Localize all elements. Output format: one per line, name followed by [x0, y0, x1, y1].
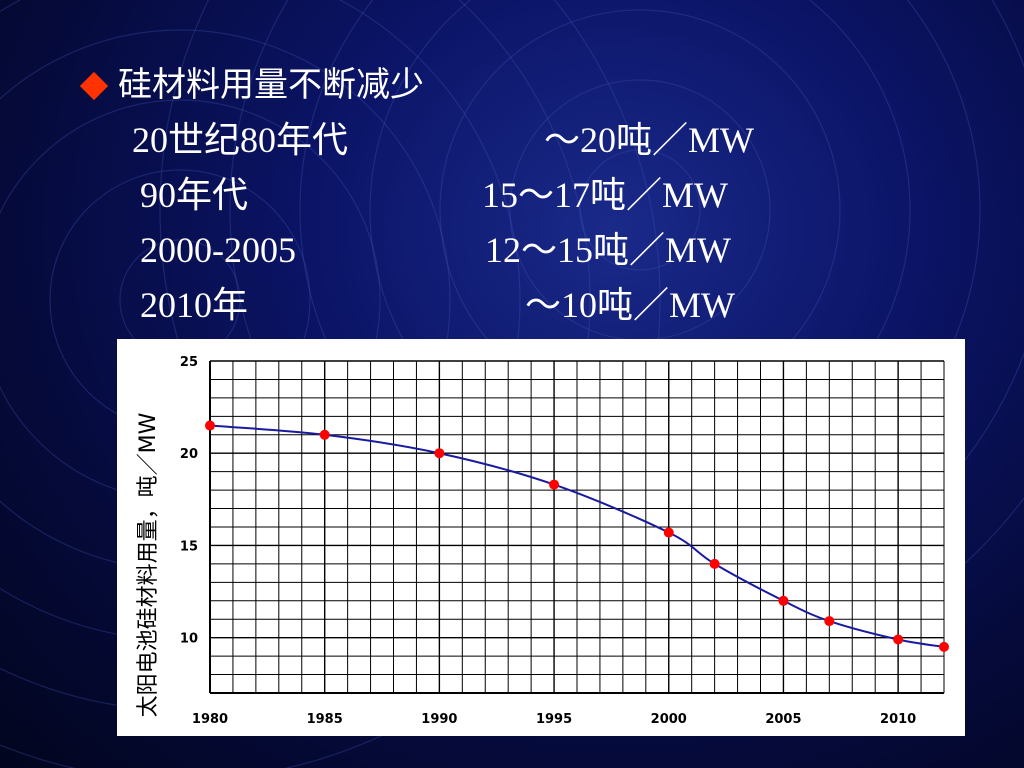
data-point — [319, 429, 330, 440]
data-point — [434, 448, 445, 459]
x-tick-label: 1980 — [192, 712, 228, 727]
y-tick-label: 25 — [180, 355, 198, 370]
background-ring — [0, 0, 661, 768]
row-period: 2010年 — [140, 285, 249, 325]
heading-bullet: 硅材料用量不断减少 — [78, 62, 424, 110]
chart-axes — [209, 361, 944, 694]
row-amount: ～20吨／MW — [544, 120, 754, 160]
row-period: 90年代 — [140, 175, 249, 215]
row-period: 20世纪80年代 — [132, 120, 349, 160]
data-point — [893, 634, 904, 645]
x-tick-label: 1985 — [307, 712, 343, 727]
data-point — [709, 558, 720, 569]
row-amount: 15～17吨／MW — [482, 175, 728, 215]
y-tick-label: 20 — [180, 447, 198, 462]
data-point — [939, 641, 949, 652]
x-tick-label: 1995 — [536, 712, 572, 727]
x-tick-label: 2010 — [880, 712, 916, 727]
y-tick-label: 15 — [180, 539, 198, 554]
x-tick-label: 2000 — [651, 712, 687, 727]
background-ring — [579, 149, 701, 271]
series-markers — [205, 420, 949, 652]
data-point — [205, 420, 215, 431]
diamond-bullet-icon — [79, 71, 109, 101]
heading-text: 硅材料用量不断减少 — [118, 67, 424, 104]
row-amount: ～10吨／MW — [525, 285, 735, 325]
row-amount: 12～15吨／MW — [485, 230, 731, 270]
data-point — [824, 616, 835, 627]
data-point — [778, 595, 789, 606]
y-tick-label: 10 — [180, 632, 198, 647]
x-tick-label: 2005 — [765, 712, 801, 727]
chart-panel: 1980 1985 1990 1995 2000 2005 2010 10 15 20 25 太阳电… — [117, 339, 965, 736]
y-axis-label: 太阳电池硅材料用量，吨／MW — [136, 412, 161, 717]
data-point — [549, 479, 560, 490]
x-tick-label: 1990 — [421, 712, 457, 727]
row-period: 2000-2005 — [140, 230, 296, 270]
data-point — [663, 527, 674, 538]
chart-grid — [209, 360, 945, 694]
